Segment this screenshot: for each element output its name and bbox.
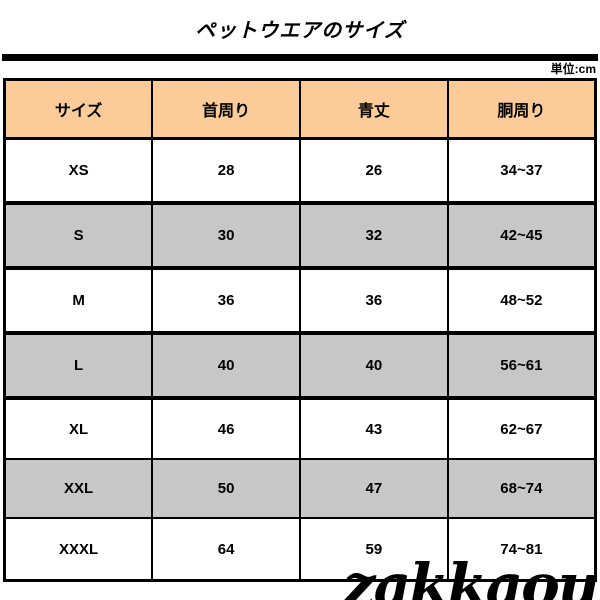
cell-size: XXXL <box>3 517 154 581</box>
cell-size: XS <box>3 138 154 203</box>
header-row: サイズ 首周り 青丈 胴周り <box>3 79 597 140</box>
cell-neck: 50 <box>151 458 301 518</box>
cell-neck: 64 <box>151 517 301 581</box>
cell-neck: 28 <box>151 138 301 203</box>
cell-size: L <box>3 331 154 398</box>
cell-size: S <box>3 201 154 268</box>
cell-girth: 48~52 <box>446 266 597 333</box>
cell-back: 59 <box>299 517 449 581</box>
cell-back: 32 <box>299 201 449 268</box>
cell-size: XL <box>3 396 154 459</box>
table-row: XXL 50 47 68~74 <box>3 458 597 518</box>
cell-back: 47 <box>299 458 449 518</box>
cell-back: 26 <box>299 138 449 203</box>
size-chart-table: サイズ 首周り 青丈 胴周り XS 28 26 34~37 S 30 32 42~45 M 36 3… <box>3 78 597 582</box>
unit-label: 単位:cm <box>550 62 596 76</box>
cell-girth: 34~37 <box>446 138 597 203</box>
table-row: M 36 36 48~52 <box>3 266 597 333</box>
table-row: L 40 40 56~61 <box>3 331 597 398</box>
header-size: サイズ <box>3 79 154 140</box>
size-table-header: サイズ 首周り 青丈 胴周り <box>3 79 597 140</box>
table-row: XL 46 43 62~67 <box>3 396 597 459</box>
table-row: XS 28 26 34~37 <box>3 138 597 203</box>
divider-rule <box>2 54 598 61</box>
cell-girth: 42~45 <box>446 201 597 268</box>
cell-size: XXL <box>3 458 154 518</box>
table-row: S 30 32 42~45 <box>3 201 597 268</box>
header-girth: 胴周り <box>446 79 597 140</box>
cell-girth: 74~81 <box>446 517 597 581</box>
cell-girth: 62~67 <box>446 396 597 459</box>
cell-girth: 68~74 <box>446 458 597 518</box>
cell-back: 40 <box>299 331 449 398</box>
cell-neck: 40 <box>151 331 301 398</box>
cell-back: 43 <box>299 396 449 459</box>
table-row: XXXL 64 59 74~81 <box>3 517 597 581</box>
page-title: ペットウエアのサイズ <box>195 20 405 42</box>
header-back: 青丈 <box>299 79 449 140</box>
cell-girth: 56~61 <box>446 331 597 398</box>
cell-back: 36 <box>299 266 449 333</box>
header-neck: 首周り <box>151 79 301 140</box>
cell-neck: 46 <box>151 396 301 459</box>
cell-neck: 36 <box>151 266 301 333</box>
cell-neck: 30 <box>151 201 301 268</box>
size-table-body: XS 28 26 34~37 S 30 32 42~45 M 36 36 48~52 L 40 40 56~6… <box>3 138 597 581</box>
cell-size: M <box>3 266 154 333</box>
